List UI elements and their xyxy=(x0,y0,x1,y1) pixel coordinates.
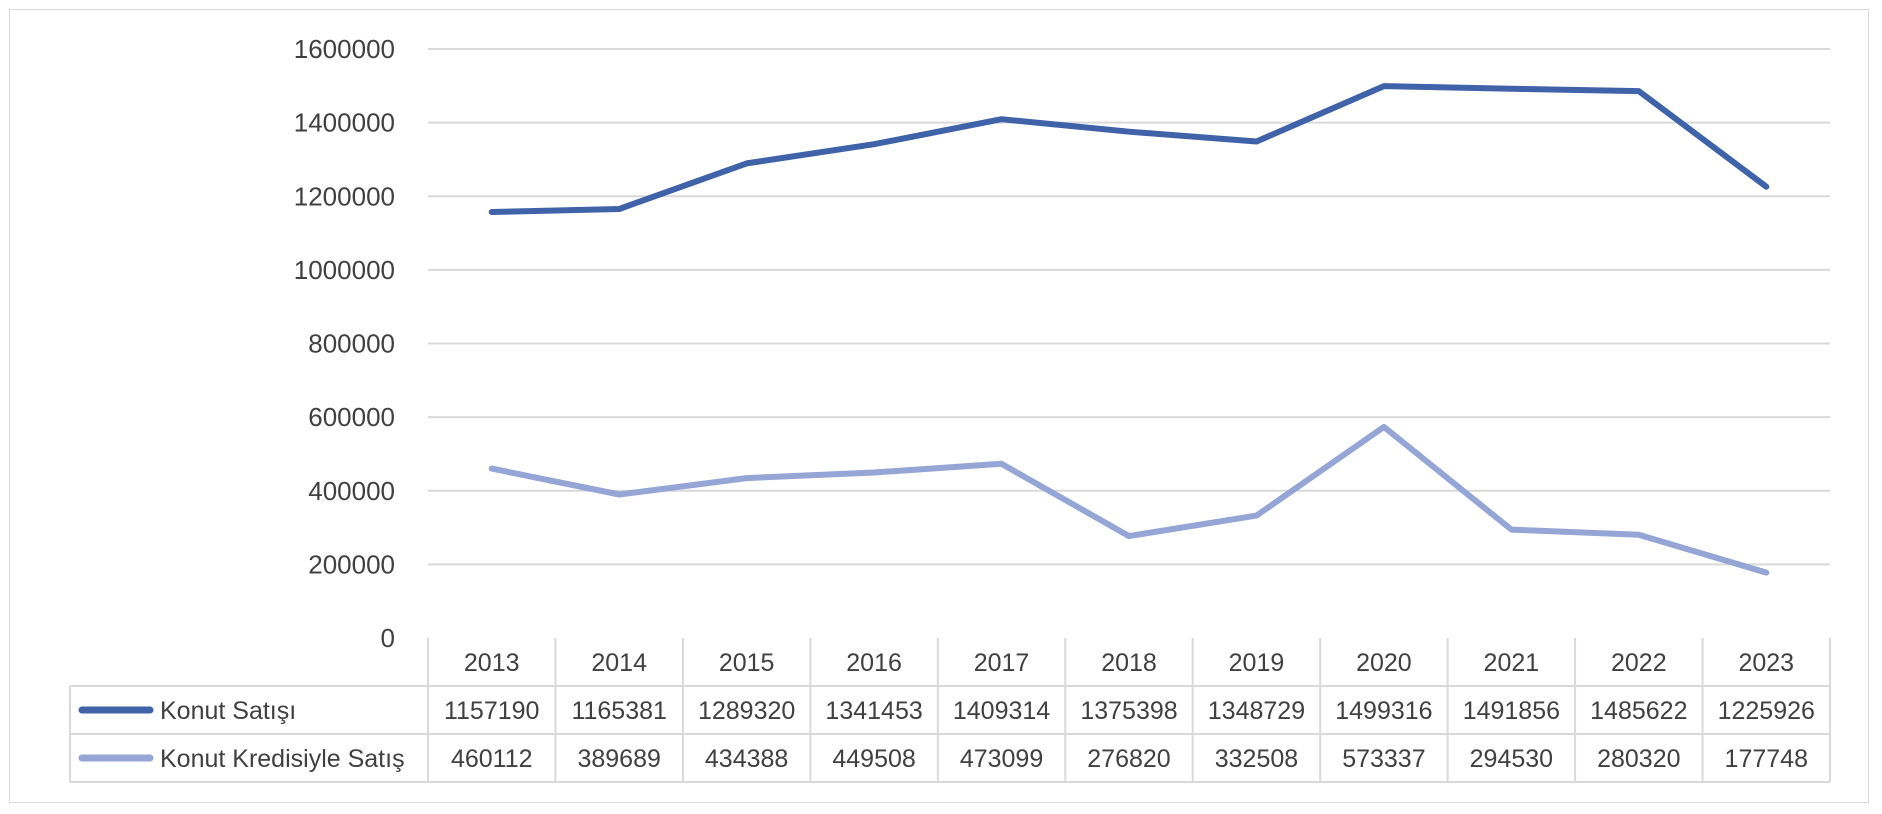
data-cell: 573337 xyxy=(1342,745,1425,773)
data-cell: 1485622 xyxy=(1590,697,1687,725)
data-point xyxy=(1765,186,1767,188)
y-tick-label: 1400000 xyxy=(294,108,395,138)
data-cell: 1491856 xyxy=(1463,697,1560,725)
data-point xyxy=(1510,88,1512,90)
data-cell: 1499316 xyxy=(1335,697,1432,725)
data-point xyxy=(1001,118,1003,120)
data-point xyxy=(491,211,493,213)
data-cell: 389689 xyxy=(577,745,660,773)
data-cell: 460112 xyxy=(451,745,533,773)
y-tick-label: 800000 xyxy=(308,329,395,359)
category-label: 2017 xyxy=(974,649,1030,677)
y-tick-label: 1200000 xyxy=(294,181,395,211)
data-point xyxy=(491,468,493,470)
y-tick-label: 200000 xyxy=(308,549,395,579)
data-point xyxy=(1383,426,1385,428)
series-line xyxy=(488,423,1770,576)
category-label: 2015 xyxy=(719,649,775,677)
data-point xyxy=(1765,572,1767,574)
data-cell: 1409314 xyxy=(953,697,1050,725)
data-point xyxy=(618,494,620,496)
data-point xyxy=(1638,534,1640,536)
legend-label: Konut Satışı xyxy=(160,697,296,725)
gridlines xyxy=(428,48,1830,566)
category-label: 2020 xyxy=(1356,649,1412,677)
category-label: 2014 xyxy=(591,649,647,677)
data-cell: 1375398 xyxy=(1080,697,1177,725)
series-lines xyxy=(488,83,1770,576)
data-point xyxy=(746,162,748,164)
category-label: 2022 xyxy=(1611,649,1667,677)
data-point xyxy=(1128,535,1130,537)
series-0 xyxy=(488,83,1770,215)
data-point xyxy=(1383,85,1385,87)
y-tick-label: 1000000 xyxy=(294,255,395,285)
data-point xyxy=(1001,463,1003,465)
category-label: 2013 xyxy=(464,649,520,677)
data-cell: 1341453 xyxy=(825,697,922,725)
category-label: 2023 xyxy=(1738,649,1794,677)
data-point xyxy=(1255,140,1257,142)
series-1 xyxy=(488,423,1770,576)
data-table: 2013 2014 2015 2016 2017 2018 2019 2020 2021 2022… xyxy=(69,638,1831,783)
series-line xyxy=(488,83,1770,215)
data-point xyxy=(1510,529,1512,531)
data-cell: 1165381 xyxy=(571,697,666,725)
data-point xyxy=(1638,90,1640,92)
data-cell: 1157190 xyxy=(444,697,539,725)
data-point xyxy=(746,477,748,479)
data-cell: 280320 xyxy=(1597,745,1680,773)
data-cell: 1225926 xyxy=(1718,697,1815,725)
legend-label: Konut Kredisiyle Satış xyxy=(160,745,405,773)
data-cell: 332508 xyxy=(1215,745,1298,773)
y-tick-label: 600000 xyxy=(308,402,395,432)
data-cell: 449508 xyxy=(832,745,915,773)
data-cell: 1348729 xyxy=(1208,697,1305,725)
data-cell: 294530 xyxy=(1470,745,1553,773)
y-tick-label: 400000 xyxy=(308,476,395,506)
data-point xyxy=(873,472,875,474)
data-cell: 1289320 xyxy=(698,697,795,725)
data-point xyxy=(1255,515,1257,517)
y-tick-label: 0 xyxy=(381,623,395,653)
data-cell: 177748 xyxy=(1725,745,1808,773)
data-point xyxy=(873,143,875,145)
data-cell: 434388 xyxy=(705,745,788,773)
category-label: 2018 xyxy=(1101,649,1157,677)
category-label: 2019 xyxy=(1229,649,1285,677)
y-tick-label: 1600000 xyxy=(294,34,395,64)
category-label: 2021 xyxy=(1484,649,1540,677)
data-point xyxy=(618,208,620,210)
y-axis-ticks: 0 200000 400000 600000 800000 1000000 1200000 1… xyxy=(294,34,395,653)
data-cell: 276820 xyxy=(1087,745,1170,773)
chart-frame xyxy=(9,9,1869,803)
category-label: 2016 xyxy=(846,649,902,677)
data-point xyxy=(1128,131,1130,133)
data-cell: 473099 xyxy=(960,745,1043,773)
